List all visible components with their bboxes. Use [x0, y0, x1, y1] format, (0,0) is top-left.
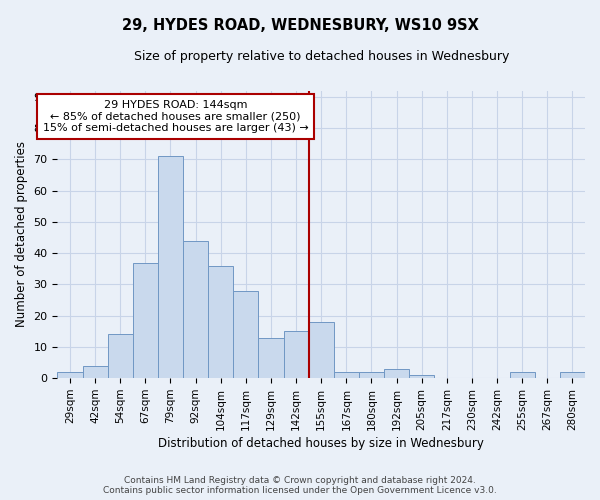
Bar — [308, 322, 334, 378]
Bar — [384, 369, 409, 378]
Bar — [133, 262, 158, 378]
Text: Contains HM Land Registry data © Crown copyright and database right 2024.
Contai: Contains HM Land Registry data © Crown c… — [103, 476, 497, 495]
Bar — [158, 156, 183, 378]
Bar — [83, 366, 107, 378]
Title: Size of property relative to detached houses in Wednesbury: Size of property relative to detached ho… — [134, 50, 509, 63]
Bar — [183, 240, 208, 378]
Bar — [359, 372, 384, 378]
Bar — [259, 338, 284, 378]
Bar — [334, 372, 359, 378]
Bar — [107, 334, 133, 378]
X-axis label: Distribution of detached houses by size in Wednesbury: Distribution of detached houses by size … — [158, 437, 484, 450]
Bar — [284, 332, 308, 378]
Bar — [509, 372, 535, 378]
Bar — [233, 290, 259, 378]
Bar — [208, 266, 233, 378]
Bar — [409, 375, 434, 378]
Bar — [560, 372, 585, 378]
Bar — [58, 372, 83, 378]
Text: 29, HYDES ROAD, WEDNESBURY, WS10 9SX: 29, HYDES ROAD, WEDNESBURY, WS10 9SX — [122, 18, 478, 32]
Text: 29 HYDES ROAD: 144sqm
← 85% of detached houses are smaller (250)
15% of semi-det: 29 HYDES ROAD: 144sqm ← 85% of detached … — [43, 100, 308, 133]
Y-axis label: Number of detached properties: Number of detached properties — [15, 142, 28, 328]
